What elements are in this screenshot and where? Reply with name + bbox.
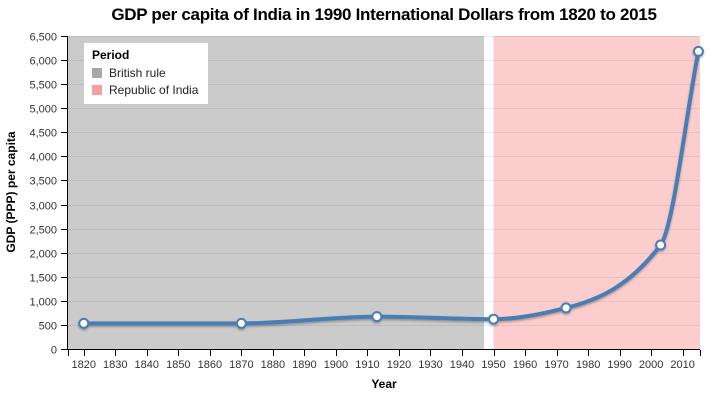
x-tick-label: 1980 [576,359,600,371]
x-tick-label: 1970 [544,359,568,371]
y-tick-label: 2,000 [29,249,57,261]
data-point-marker [371,311,383,323]
data-point-marker [488,313,500,325]
republic-of-india-swatch-icon [92,85,102,95]
x-tick-label: 1840 [135,359,159,371]
x-tick-label: 1820 [72,359,96,371]
region-republic-of-india [493,36,700,349]
gdp-series [78,45,704,329]
legend-label-republic-of-india: Republic of India [109,83,199,97]
legend-label-british-rule: British rule [109,66,166,80]
data-point-marker [655,239,667,251]
x-tick-label: 1830 [103,359,127,371]
x-tick-label: 1990 [607,359,631,371]
x-tick-label: 1920 [387,359,411,371]
x-tick-label: 1870 [229,359,253,371]
chart-title: GDP per capita of India in 1990 Internat… [111,5,657,24]
x-tick-label: 2000 [639,359,663,371]
x-tick-label: 2010 [670,359,694,371]
legend: Period British rule Republic of India [84,43,209,104]
y-tick-label: 3,000 [29,201,57,213]
data-point-marker [78,317,90,329]
data-point-marker [692,45,704,57]
legend-item-british-rule: British rule [92,66,198,80]
x-tick-label: 1930 [418,359,442,371]
x-tick-label: 1880 [261,359,285,371]
x-tick-label: 1900 [324,359,348,371]
x-tick-label: 1850 [166,359,190,371]
y-tick-label: 2,500 [29,225,57,237]
x-tick-label: 1890 [292,359,316,371]
y-tick-label: 3,500 [29,176,57,188]
y-tick-label: 6,000 [29,56,57,68]
legend-title: Period [92,48,130,62]
y-tick-label: 5,000 [29,104,57,116]
y-tick-label: 5,500 [29,80,57,92]
x-tick-label: 1940 [450,359,474,371]
x-tick-label: 1910 [355,359,379,371]
x-axis-title: Year [371,377,397,391]
y-tick-label: 1,500 [29,273,57,285]
y-tick-label: 0 [51,345,57,357]
y-tick-label: 6,500 [29,32,57,44]
x-tick-label: 1860 [198,359,222,371]
british-rule-swatch-icon [92,68,102,78]
y-tick-label: 4,000 [29,152,57,164]
y-axis-title: GDP (PPP) per capita [4,131,18,253]
y-tick-label: 500 [39,321,57,333]
data-point-marker [235,317,247,329]
x-tick-label: 1960 [513,359,537,371]
x-tick-label: 1950 [481,359,505,371]
y-tick-label: 4,500 [29,128,57,140]
legend-item-republic-of-india: Republic of India [92,83,198,97]
y-tick-label: 1,000 [29,297,57,309]
data-point-marker [560,302,572,314]
